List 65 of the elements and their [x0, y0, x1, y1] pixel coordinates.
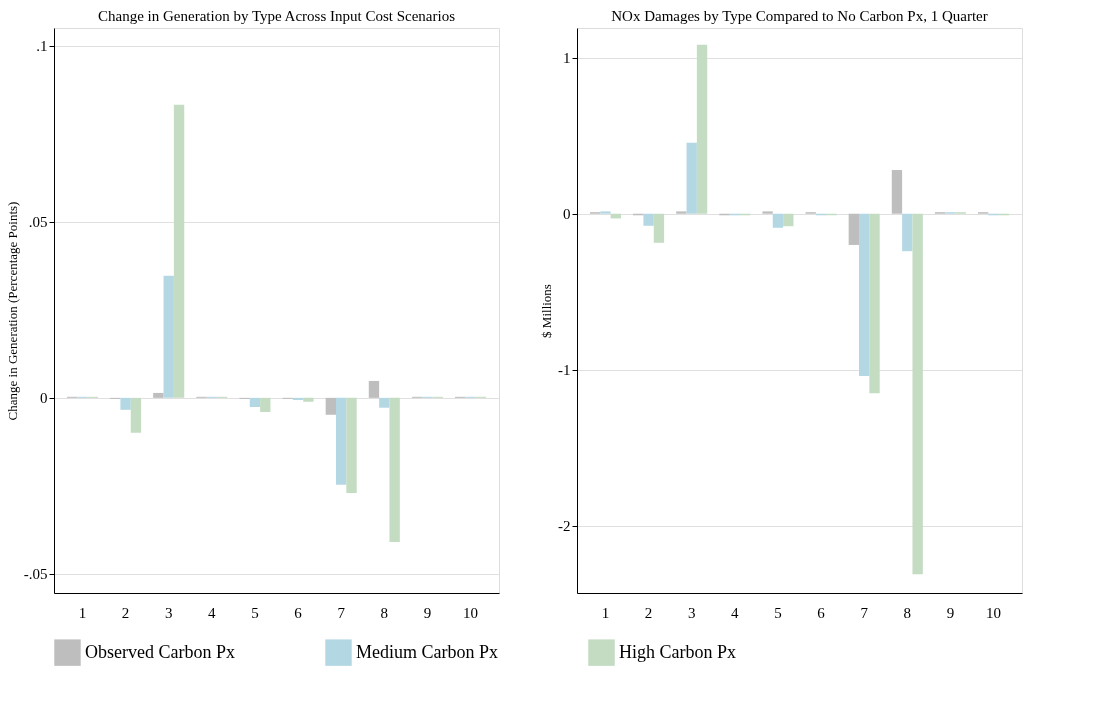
bar [325, 397, 337, 415]
x-tick-label: 8 [380, 604, 389, 621]
y-tick-label: 1 [563, 50, 571, 67]
y-tick-label: 0 [563, 206, 571, 223]
bar [653, 213, 665, 243]
bar [902, 213, 913, 252]
legend-label: High Carbon Px [619, 641, 736, 662]
x-tick-label: 10 [986, 604, 1002, 621]
bar [848, 213, 860, 245]
bar [173, 104, 185, 398]
bar [643, 213, 654, 226]
x-tick-label: 4 [731, 604, 740, 621]
bar [772, 213, 784, 228]
x-tick-label: 3 [164, 604, 173, 621]
legend-label: Observed Carbon Px [85, 641, 235, 662]
bar [260, 397, 271, 412]
bar [336, 397, 347, 485]
x-tick-label: 1 [78, 604, 87, 621]
y-tick-label: -.05 [23, 566, 48, 583]
x-tick-label: 6 [294, 604, 303, 621]
bar [859, 213, 870, 377]
bar [120, 397, 131, 410]
legend-label: Medium Carbon Px [356, 641, 498, 662]
x-tick-label: 5 [251, 604, 259, 621]
x-tick-label: 10 [463, 604, 479, 621]
x-tick-label: 4 [208, 604, 217, 621]
bar [389, 397, 400, 542]
bar [891, 170, 903, 214]
x-tick-label: 5 [774, 604, 782, 621]
y-tick-label: -2 [558, 518, 571, 535]
bar [762, 211, 773, 214]
chart-title: Change in Generation by Type Across Input Cost Scenarios [98, 8, 456, 24]
bar [696, 44, 708, 214]
x-tick-label: 3 [687, 604, 696, 621]
y-tick-label: .05 [28, 214, 48, 231]
x-tick-label: 1 [601, 604, 610, 621]
bar [292, 397, 304, 400]
bar [869, 213, 880, 394]
bar [249, 397, 261, 408]
y-tick-label: 0 [40, 390, 48, 407]
x-tick-label: 7 [860, 604, 869, 621]
x-tick-label: 9 [946, 604, 955, 621]
y-axis-title: Change in Generation (Percentage Points) [4, 201, 20, 421]
bar [676, 211, 687, 214]
bar [379, 397, 390, 408]
bar [912, 213, 923, 575]
x-tick-label: 6 [817, 604, 826, 621]
y-tick-label: -1 [558, 362, 571, 379]
bar [346, 397, 357, 493]
x-tick-label: 2 [644, 604, 653, 621]
x-tick-label: 9 [423, 604, 432, 621]
y-axis-title: $ Millions [539, 284, 554, 338]
x-tick-label: 7 [337, 604, 346, 621]
bar [686, 142, 697, 214]
bar [600, 211, 611, 214]
x-tick-label: 2 [121, 604, 130, 621]
bar [153, 392, 164, 398]
x-tick-label: 8 [903, 604, 912, 621]
bar [163, 275, 174, 398]
y-tick-label: .1 [36, 38, 48, 55]
chart-title: NOx Damages by Type Compared to No Carbon Px, 1 Quarter [611, 8, 988, 24]
bar [130, 397, 142, 433]
bar [368, 380, 380, 398]
bar [783, 213, 794, 227]
bar [303, 397, 314, 402]
